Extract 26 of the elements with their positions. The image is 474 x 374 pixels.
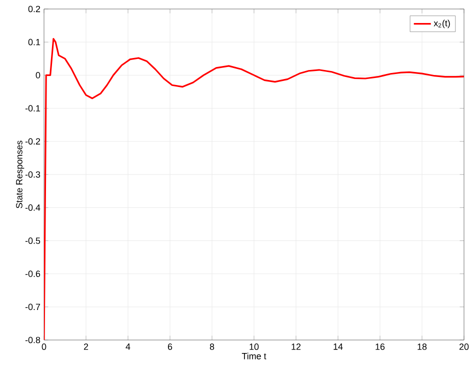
y-tick-label: -0.1 <box>25 105 40 112</box>
x-tick-label: 16 <box>376 344 385 350</box>
y-tick-label: 0.2 <box>28 6 40 12</box>
y-tick-label: -0.5 <box>25 238 40 244</box>
y-axis-title: State Responses <box>16 140 24 208</box>
y-tick-label: -0.6 <box>25 270 40 277</box>
legend-label: x$_{2}$(t) <box>434 20 450 28</box>
x-tick-label: 2 <box>84 344 88 350</box>
x-axis-title: Time t <box>242 352 266 360</box>
x-tick-label: 10 <box>250 344 259 350</box>
x-tick-label: 6 <box>168 344 172 350</box>
y-tick-label: -0.8 <box>25 336 40 344</box>
y-tick-label: -0.7 <box>25 304 40 310</box>
x-tick-label: 8 <box>210 344 214 350</box>
x-tick-label: 4 <box>126 344 130 350</box>
y-tick-label: 0.1 <box>28 38 40 46</box>
y-tick-label: 0 <box>36 72 40 78</box>
x-tick-label: 18 <box>418 344 427 350</box>
y-tick-label: -0.2 <box>25 138 40 145</box>
y-tick-label: -0.3 <box>25 171 40 178</box>
y-tick-label: -0.4 <box>25 204 40 211</box>
x-tick-label: 20 <box>459 344 469 350</box>
line-series <box>44 38 464 340</box>
x-tick-label: 14 <box>334 344 343 350</box>
x-tick-label: 12 <box>292 344 301 350</box>
x-tick-label: 0 <box>42 344 46 350</box>
